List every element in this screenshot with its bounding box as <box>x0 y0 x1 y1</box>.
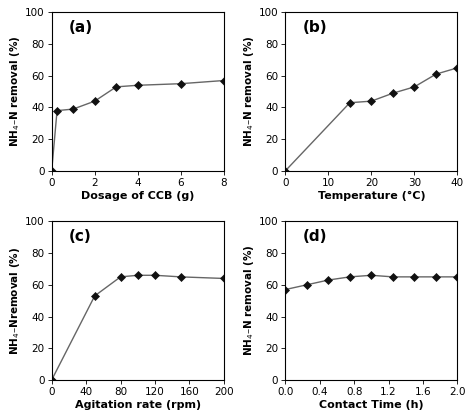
X-axis label: Agitation rate (rpm): Agitation rate (rpm) <box>75 400 201 410</box>
Text: (a): (a) <box>69 20 93 35</box>
Y-axis label: NH$_4$–Nremoval (%): NH$_4$–Nremoval (%) <box>9 247 22 355</box>
Y-axis label: NH$_4$–N removal (%): NH$_4$–N removal (%) <box>242 36 256 148</box>
Text: (c): (c) <box>69 229 91 244</box>
X-axis label: Contact Time (h): Contact Time (h) <box>319 400 424 410</box>
X-axis label: Dosage of CCB (g): Dosage of CCB (g) <box>81 191 194 201</box>
X-axis label: Temperature (°C): Temperature (°C) <box>318 191 425 201</box>
Y-axis label: NH$_4$–N removal (%): NH$_4$–N removal (%) <box>9 36 22 148</box>
Text: (d): (d) <box>302 229 327 244</box>
Y-axis label: NH$_4$–N removal (%): NH$_4$–N removal (%) <box>242 245 256 357</box>
Text: (b): (b) <box>302 20 327 35</box>
